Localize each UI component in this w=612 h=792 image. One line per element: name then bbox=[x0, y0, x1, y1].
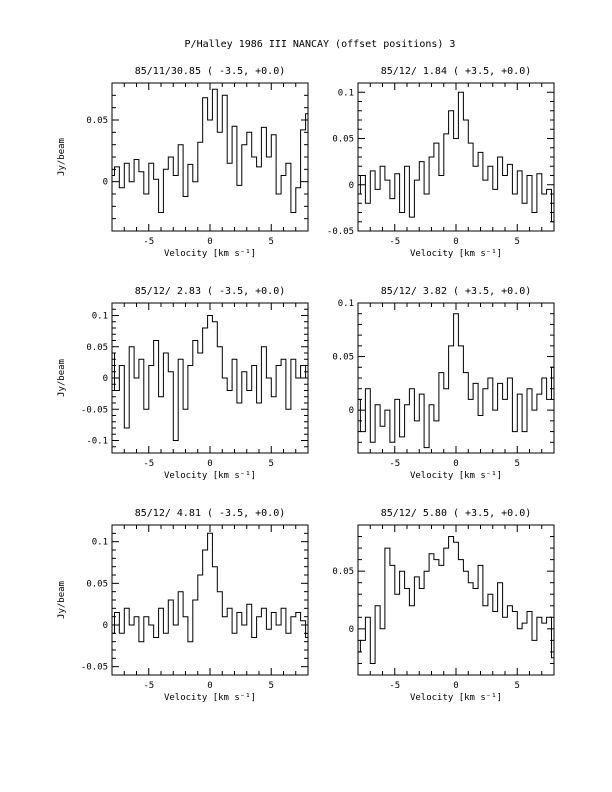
x-tick-label: -5 bbox=[143, 237, 154, 247]
x-tick-label: -5 bbox=[143, 681, 154, 691]
plot-frame bbox=[111, 82, 309, 232]
x-tick-label: 0 bbox=[207, 237, 212, 247]
x-tick-label: 0 bbox=[453, 459, 458, 469]
x-tick-label: 5 bbox=[269, 681, 274, 691]
y-tick-label: -0.05 bbox=[327, 227, 354, 237]
spectrum-trace bbox=[112, 532, 308, 643]
plot-frame bbox=[357, 524, 555, 676]
x-tick-label: 0 bbox=[453, 237, 458, 247]
y-tick-label: 0 bbox=[103, 374, 108, 384]
spectrum-panel-6: 85/12/ 5.80 ( +3.5, +0.0) -5 0 5 0 0.05 Veloci… bbox=[332, 508, 555, 703]
y-tick-label: -0.05 bbox=[81, 405, 108, 415]
x-tick-label: 5 bbox=[515, 681, 520, 691]
spectrum-panel-2: 85/12/ 1.84 ( +3.5, +0.0) -5 0 5 -0.05 0 0.05 0… bbox=[327, 66, 555, 259]
y-tick-label: 0 bbox=[103, 621, 108, 631]
spectrum-panel-3: 85/12/ 2.83 ( -3.5, +0.0) -5 0 5 -0.1 -0.05 0 0… bbox=[57, 286, 309, 481]
plot-frame bbox=[111, 302, 309, 454]
y-axis-label: Jy/beam bbox=[57, 581, 67, 619]
panel-title: 85/12/ 2.83 ( -3.5, +0.0) bbox=[135, 286, 286, 297]
x-tick-label: 5 bbox=[515, 237, 520, 247]
panel-title: 85/12/ 3.82 ( +3.5, +0.0) bbox=[381, 286, 532, 297]
spectrum-trace bbox=[358, 91, 554, 223]
plot-frame bbox=[357, 82, 555, 232]
x-axis-label: Velocity [km s⁻¹] bbox=[410, 249, 502, 259]
panel-title: 85/12/ 5.80 ( +3.5, +0.0) bbox=[381, 508, 532, 519]
x-axis-label: Velocity [km s⁻¹] bbox=[164, 693, 256, 703]
y-tick-label: -0.1 bbox=[86, 437, 108, 447]
x-tick-label: 0 bbox=[207, 459, 212, 469]
panel-title: 85/11/30.85 ( -3.5, +0.0) bbox=[135, 66, 286, 77]
y-tick-label: 0 bbox=[349, 406, 354, 416]
y-tick-label: 0.05 bbox=[332, 135, 354, 145]
y-tick-label: 0.05 bbox=[86, 579, 108, 589]
y-tick-label: -0.05 bbox=[81, 663, 108, 673]
x-axis-label: Velocity [km s⁻¹] bbox=[164, 249, 256, 259]
panels-group: 85/11/30.85 ( -3.5, +0.0) -5 0 5 0 0.05 Veloci… bbox=[57, 66, 555, 703]
plot-frame bbox=[357, 302, 555, 454]
plot-frame bbox=[111, 524, 309, 676]
spectrum-trace bbox=[112, 315, 308, 441]
y-tick-label: 0.05 bbox=[332, 567, 354, 577]
y-tick-label: 0.1 bbox=[338, 88, 354, 98]
y-tick-label: 0.05 bbox=[86, 116, 108, 126]
page-title: P/Halley 1986 III NANCAY (offset positio… bbox=[185, 39, 456, 50]
y-tick-label: 0.1 bbox=[338, 299, 354, 309]
x-tick-label: 5 bbox=[269, 459, 274, 469]
x-axis-label: Velocity [km s⁻¹] bbox=[164, 471, 256, 481]
y-tick-label: 0.1 bbox=[92, 538, 108, 548]
y-tick-label: 0 bbox=[349, 181, 354, 191]
panel-title: 85/12/ 1.84 ( +3.5, +0.0) bbox=[381, 66, 532, 77]
x-tick-label: 0 bbox=[207, 681, 212, 691]
spectrum-panel-4: 85/12/ 3.82 ( +3.5, +0.0) -5 0 5 0 0.05 0.1 Vel… bbox=[332, 286, 555, 481]
y-tick-label: 0 bbox=[349, 625, 354, 635]
spectrum-trace bbox=[358, 313, 554, 449]
x-tick-label: -5 bbox=[389, 459, 400, 469]
x-tick-label: -5 bbox=[143, 459, 154, 469]
y-axis-label: Jy/beam bbox=[57, 138, 67, 176]
y-axis-label: Jy/beam bbox=[57, 359, 67, 397]
spectrum-trace bbox=[358, 536, 554, 664]
y-tick-label: 0.1 bbox=[92, 312, 108, 322]
spectrum-panel-5: 85/12/ 4.81 ( -3.5, +0.0) -5 0 5 -0.05 0 0.05 0… bbox=[57, 508, 309, 703]
y-tick-label: 0.05 bbox=[332, 353, 354, 363]
y-tick-label: 0 bbox=[103, 178, 108, 188]
x-tick-label: -5 bbox=[389, 681, 400, 691]
spectrum-panel-1: 85/11/30.85 ( -3.5, +0.0) -5 0 5 0 0.05 Veloci… bbox=[57, 66, 309, 259]
spectrum-trace bbox=[112, 88, 308, 213]
x-tick-label: 5 bbox=[269, 237, 274, 247]
x-tick-label: 5 bbox=[515, 459, 520, 469]
x-tick-label: -5 bbox=[389, 237, 400, 247]
x-tick-label: 0 bbox=[453, 681, 458, 691]
x-axis-label: Velocity [km s⁻¹] bbox=[410, 693, 502, 703]
x-axis-label: Velocity [km s⁻¹] bbox=[410, 471, 502, 481]
y-tick-label: 0.05 bbox=[86, 343, 108, 353]
panel-title: 85/12/ 4.81 ( -3.5, +0.0) bbox=[135, 508, 286, 519]
